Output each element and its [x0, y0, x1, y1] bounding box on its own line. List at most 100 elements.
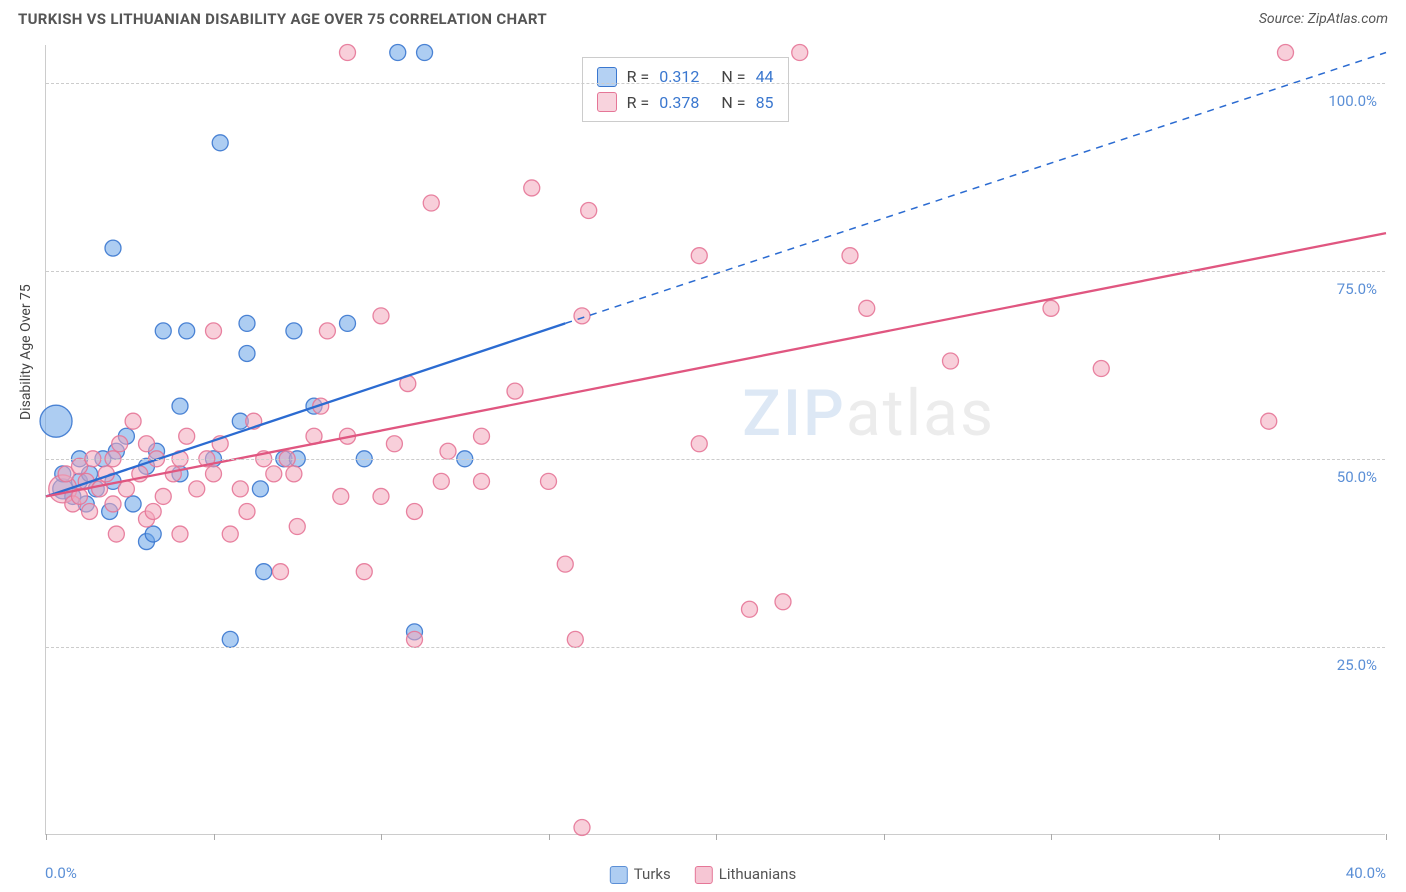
data-point	[172, 526, 188, 542]
data-point	[691, 248, 707, 264]
data-point	[407, 503, 423, 519]
y-tick-label: 50.0%	[1337, 468, 1377, 486]
data-point	[286, 323, 302, 339]
data-point	[474, 473, 490, 489]
y-tick-label: 25.0%	[1337, 656, 1377, 674]
n-label: N =	[721, 64, 745, 90]
data-point	[239, 315, 255, 331]
data-point	[574, 308, 590, 324]
data-point	[145, 503, 161, 519]
r-label: R =	[627, 64, 650, 90]
data-point	[118, 481, 134, 497]
data-point	[105, 240, 121, 256]
data-point	[373, 488, 389, 504]
data-point	[407, 631, 423, 647]
data-point	[105, 496, 121, 512]
x-tick	[1051, 834, 1052, 840]
gridline	[46, 83, 1385, 84]
data-point	[333, 488, 349, 504]
data-point	[390, 45, 406, 61]
data-point	[155, 323, 171, 339]
data-point	[82, 503, 98, 519]
data-point	[386, 436, 402, 452]
n-value: 44	[756, 64, 774, 90]
correlation-legend: R = 0.312N = 44R = 0.378N = 85	[582, 57, 789, 122]
data-point	[206, 323, 222, 339]
y-tick-label: 75.0%	[1337, 280, 1377, 298]
data-point	[273, 564, 289, 580]
data-point	[286, 466, 302, 482]
r-value: 0.378	[659, 90, 699, 116]
data-point	[40, 405, 72, 437]
data-point	[108, 526, 124, 542]
x-tick	[46, 834, 47, 840]
data-point	[524, 180, 540, 196]
plot-area: ZIPatlas R = 0.312N = 44R = 0.378N = 85 …	[45, 45, 1385, 835]
gridline	[46, 647, 1385, 648]
n-label: N =	[721, 90, 745, 116]
scatter-svg	[46, 45, 1385, 834]
data-point	[125, 496, 141, 512]
legend-swatch	[597, 67, 617, 87]
data-point	[433, 473, 449, 489]
data-point	[340, 45, 356, 61]
legend-row: R = 0.378N = 85	[597, 90, 774, 116]
data-point	[474, 428, 490, 444]
legend-label: Lithuanians	[719, 865, 796, 883]
data-point	[691, 436, 707, 452]
legend-item: Lithuanians	[695, 865, 796, 884]
source-attribution: Source: ZipAtlas.com	[1259, 11, 1388, 27]
legend-row: R = 0.312 N = 44	[597, 64, 774, 90]
data-point	[1278, 45, 1294, 61]
trend-line	[46, 233, 1386, 496]
data-point	[222, 631, 238, 647]
r-label: R =	[627, 90, 650, 116]
data-point	[943, 353, 959, 369]
x-tick	[884, 834, 885, 840]
x-tick	[549, 834, 550, 840]
data-point	[222, 526, 238, 542]
data-point	[792, 45, 808, 61]
data-point	[172, 398, 188, 414]
data-point	[1043, 300, 1059, 316]
gridline	[46, 459, 1385, 460]
data-point	[1261, 413, 1277, 429]
data-point	[266, 466, 282, 482]
y-tick-label: 100.0%	[1328, 92, 1377, 110]
x-tick	[214, 834, 215, 840]
data-point	[206, 466, 222, 482]
data-point	[567, 631, 583, 647]
data-point	[541, 473, 557, 489]
legend-label: Turks	[634, 865, 671, 883]
data-point	[139, 436, 155, 452]
data-point	[179, 323, 195, 339]
legend-swatch	[695, 866, 713, 884]
legend-item: Turks	[610, 865, 671, 884]
x-tick	[1386, 834, 1387, 840]
data-point	[440, 443, 456, 459]
data-point	[189, 481, 205, 497]
data-point	[212, 135, 228, 151]
data-point	[859, 300, 875, 316]
data-point	[92, 481, 108, 497]
header: TURKISH VS LITHUANIAN DISABILITY AGE OVE…	[0, 0, 1406, 34]
data-point	[417, 45, 433, 61]
data-point	[557, 556, 573, 572]
data-point	[289, 519, 305, 535]
data-point	[581, 203, 597, 219]
data-point	[775, 594, 791, 610]
data-point	[423, 195, 439, 211]
series-legend: Turks Lithuanians	[610, 865, 796, 884]
data-point	[340, 315, 356, 331]
data-point	[239, 503, 255, 519]
data-point	[239, 345, 255, 361]
data-point	[155, 488, 171, 504]
data-point	[256, 564, 272, 580]
data-point	[252, 481, 268, 497]
r-value: 0.312	[659, 64, 699, 90]
data-point	[179, 428, 195, 444]
data-point	[232, 481, 248, 497]
data-point	[1093, 361, 1109, 377]
data-point	[742, 601, 758, 617]
chart-title: TURKISH VS LITHUANIAN DISABILITY AGE OVE…	[18, 10, 547, 28]
